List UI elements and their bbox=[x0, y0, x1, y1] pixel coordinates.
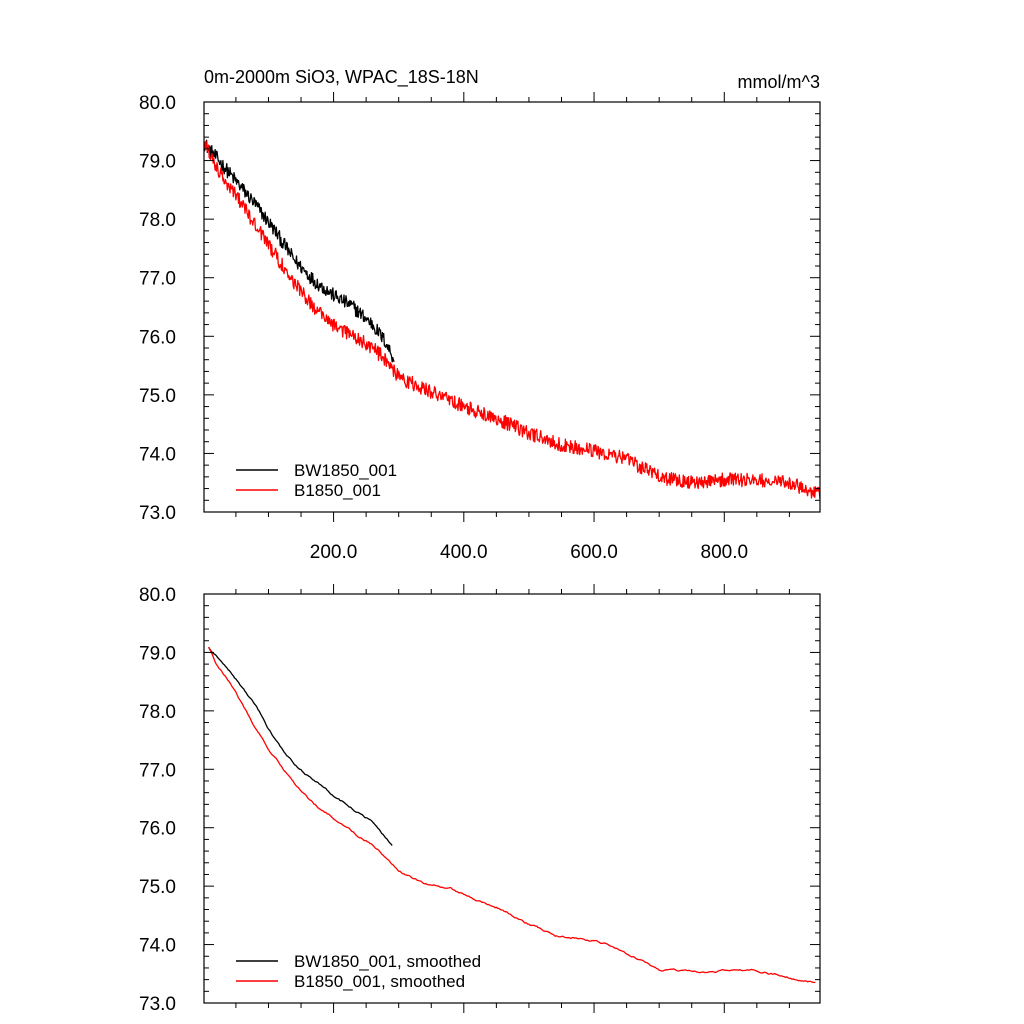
series-line-bw1850-001 bbox=[203, 139, 395, 363]
series-line-b1850-001 bbox=[203, 140, 821, 499]
x-tick-label: 200.0 bbox=[310, 542, 358, 563]
y-tick-label: 79.0 bbox=[139, 643, 176, 664]
y-tick-label: 74.0 bbox=[139, 444, 176, 465]
legend-label: BW1850_001, smoothed bbox=[294, 952, 481, 971]
plot-frame bbox=[203, 593, 821, 1004]
y-tick-label: 79.0 bbox=[139, 152, 176, 173]
chart-title: 0m-2000m SiO3, WPAC_18S-18N bbox=[204, 67, 479, 88]
series-line-b1850-001-smoothed bbox=[208, 646, 816, 984]
y-tick-label: 80.0 bbox=[139, 93, 176, 114]
y-tick-label: 78.0 bbox=[139, 702, 176, 723]
bottom-panel: 73.0 74.0 75.0 76.0 77.0 78.0 79.0 80.0 BW1850_0… bbox=[139, 584, 821, 1015]
y-tick-label: 74.0 bbox=[139, 936, 176, 957]
y-tick-label: 76.0 bbox=[139, 819, 176, 840]
x-tick-label: 400.0 bbox=[440, 542, 488, 563]
legend-label: B1850_001 bbox=[294, 481, 381, 500]
y-tick-label: 73.0 bbox=[139, 994, 176, 1015]
y-tick-label: 77.0 bbox=[139, 269, 176, 290]
y-tick-label: 80.0 bbox=[139, 585, 176, 606]
y-tick-label: 75.0 bbox=[139, 877, 176, 898]
plot-frame bbox=[203, 101, 821, 513]
y-tick-label: 73.0 bbox=[139, 503, 176, 524]
x-tick-label: 800.0 bbox=[701, 542, 749, 563]
y-tick-label: 78.0 bbox=[139, 210, 176, 231]
y-tick-label: 76.0 bbox=[139, 327, 176, 348]
legend-label: BW1850_001 bbox=[294, 461, 397, 480]
top-panel: 73.0 74.0 75.0 76.0 77.0 78.0 79.0 80.0 200.0 400… bbox=[139, 92, 821, 563]
y-tick-label: 77.0 bbox=[139, 760, 176, 781]
units-label: mmol/m^3 bbox=[738, 72, 820, 92]
series-line-bw1850-001-smoothed bbox=[208, 646, 393, 846]
legend-label: B1850_001, smoothed bbox=[294, 972, 465, 991]
y-tick-label: 75.0 bbox=[139, 386, 176, 407]
x-tick-label: 600.0 bbox=[570, 542, 618, 563]
